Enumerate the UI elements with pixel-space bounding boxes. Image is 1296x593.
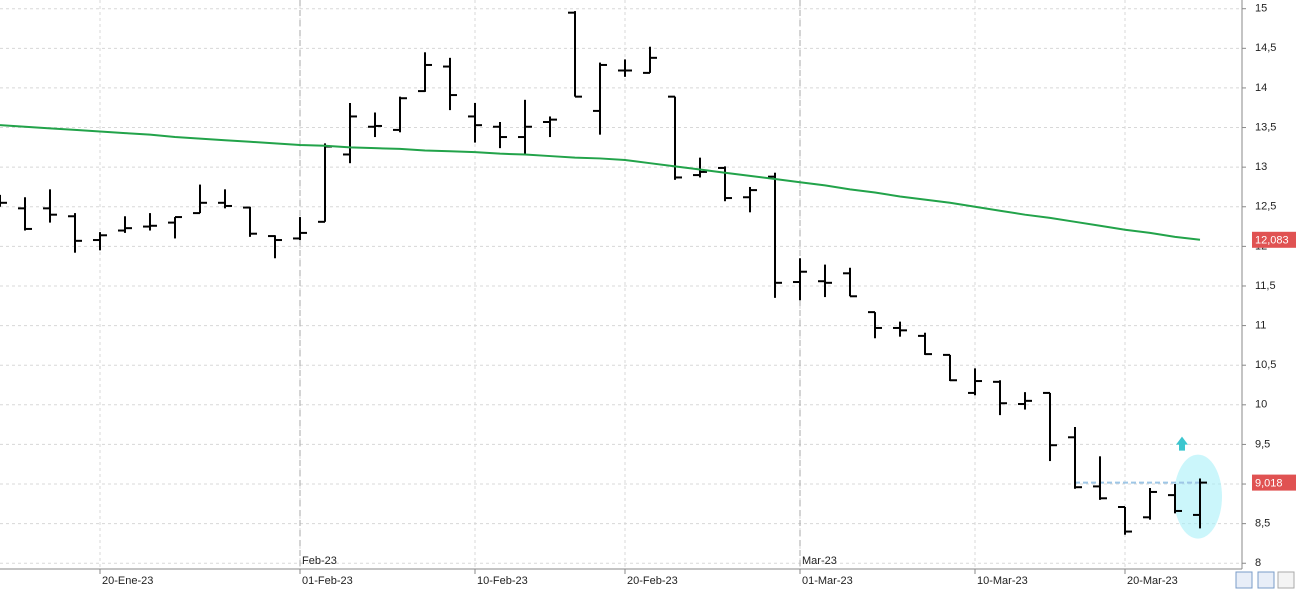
y-tick-label: 15 <box>1255 3 1267 15</box>
pin-button[interactable] <box>1277 571 1295 589</box>
y-tick-label: 12,5 <box>1255 201 1276 213</box>
y-tick-label: 13 <box>1255 161 1267 173</box>
y-tick-label: 13,5 <box>1255 121 1276 133</box>
y-tick-label: 14,5 <box>1255 42 1276 54</box>
y-tick-label: 8,5 <box>1255 518 1270 530</box>
x-tick-label: 20-Ene-23 <box>102 575 153 587</box>
ma-tag-label: 12,083 <box>1255 235 1289 247</box>
x-tick-label: 01-Feb-23 <box>302 575 353 587</box>
y-tick-label: 11,5 <box>1255 280 1276 292</box>
marks <box>0 11 1207 535</box>
y-tick-label: 10,5 <box>1255 359 1276 371</box>
up-arrow <box>1176 436 1188 451</box>
y-tick-label: 8 <box>1255 557 1261 569</box>
x-tick-label: 10-Mar-23 <box>977 575 1028 587</box>
close-tag <box>1252 474 1296 491</box>
save-button[interactable] <box>1257 571 1275 589</box>
zoom-button[interactable] <box>1235 571 1253 589</box>
close-tag-label: 9,018 <box>1255 478 1283 490</box>
y-tick-label: 14 <box>1255 82 1267 94</box>
x-tick-label: 01-Mar-23 <box>802 575 853 587</box>
y-tick-label: 10 <box>1255 399 1267 411</box>
moving-average <box>0 124 1201 241</box>
y-tick-label: 11 <box>1255 319 1266 331</box>
x-tick-label: 20-Feb-23 <box>627 575 678 587</box>
highlight-ellipse <box>1174 454 1222 539</box>
month-label: Feb-23 <box>302 555 337 567</box>
y-tick-label: 9,5 <box>1255 438 1270 450</box>
ma-tag <box>1252 231 1296 248</box>
month-label: Mar-23 <box>802 555 837 567</box>
x-tick-label: 10-Feb-23 <box>477 575 528 587</box>
x-tick-label: 20-Mar-23 <box>1127 575 1178 587</box>
